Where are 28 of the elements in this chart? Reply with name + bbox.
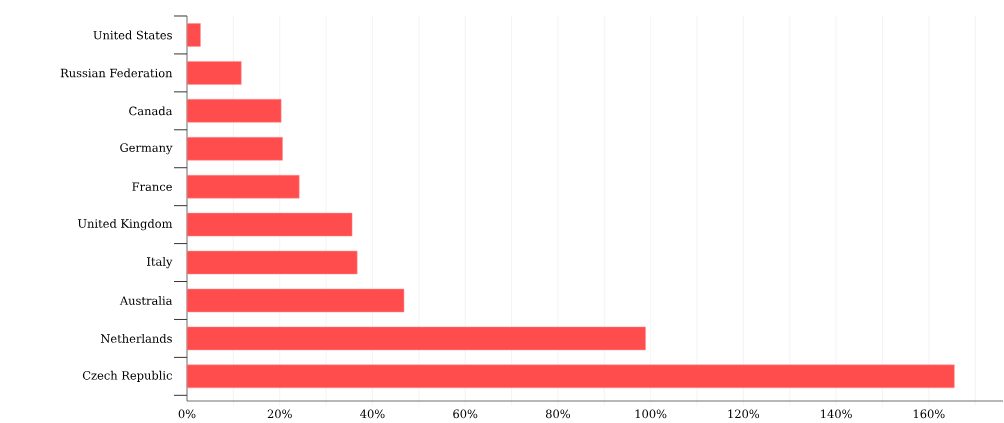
bar	[187, 250, 358, 275]
bar	[187, 61, 242, 85]
x-tick-label: 60%	[453, 409, 478, 419]
y-tick-label: France	[132, 182, 172, 191]
y-tick-label: Czech Republic	[82, 370, 172, 382]
bar	[187, 326, 646, 351]
x-tick-label: 120%	[728, 409, 760, 419]
x-tick-label: 160%	[913, 409, 945, 419]
bar	[187, 212, 353, 237]
bar	[187, 288, 405, 313]
y-tick-label: United States	[93, 30, 172, 40]
x-tick-label: 140%	[821, 409, 852, 419]
y-tick-label: United Kingdom	[77, 219, 173, 231]
x-tick-label: 40%	[360, 409, 385, 419]
x-tick-label: 20%	[267, 409, 292, 419]
x-tick-label: 80%	[545, 409, 571, 419]
y-tick-label: Russian Federation	[60, 68, 173, 78]
bar	[187, 137, 283, 161]
bar	[187, 364, 955, 389]
x-tick-label: 0%	[178, 409, 196, 419]
y-tick-label: Canada	[129, 106, 173, 116]
y-tick-label: Italy	[147, 256, 173, 269]
bar	[187, 174, 300, 199]
x-tick-label: 100%	[635, 409, 667, 419]
y-tick-label: Germany	[120, 143, 173, 155]
y-tick-label: Netherlands	[100, 333, 172, 343]
y-tick-label: Australia	[119, 296, 173, 305]
bar	[187, 99, 282, 123]
